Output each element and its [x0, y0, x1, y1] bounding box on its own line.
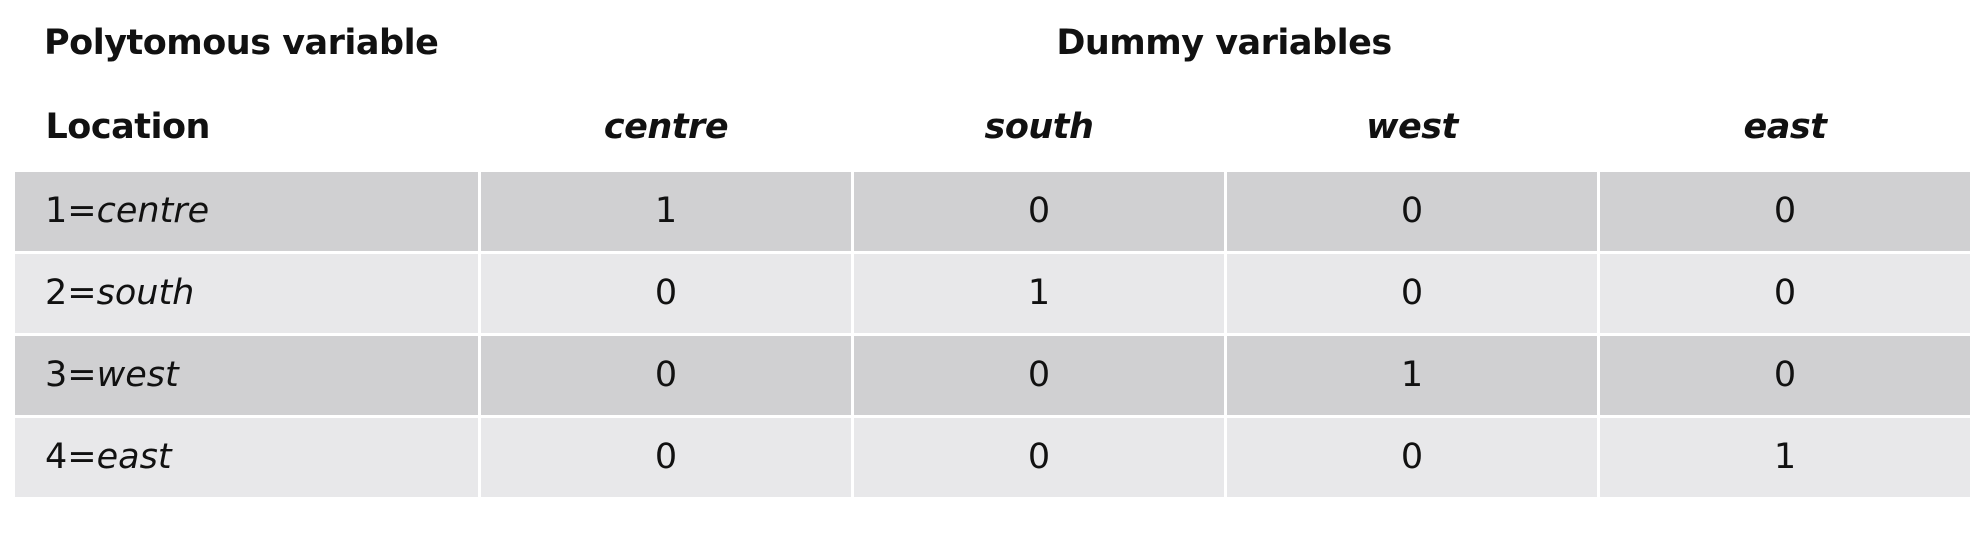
- row-label: 3=west: [12, 332, 481, 418]
- table-cell: 0: [1597, 250, 1973, 336]
- top-header: Polytomous variable Dummy variables: [12, 0, 1970, 86]
- dummy-header-south: south: [852, 86, 1226, 170]
- table-cell: 1: [1224, 332, 1600, 418]
- table-row: 3=west 0 0 1 0: [12, 332, 1973, 418]
- table-cell: 1: [1597, 414, 1973, 500]
- row-code: 1=: [45, 191, 97, 231]
- table-cell: 0: [1597, 332, 1973, 418]
- row-label: 2=south: [12, 250, 481, 336]
- column-header-row: Location centre south west east: [13, 86, 1972, 170]
- table-cell: 0: [851, 332, 1227, 418]
- row-name: west: [96, 355, 179, 395]
- table-cell: 0: [478, 414, 854, 500]
- dummy-header-west: west: [1225, 86, 1599, 170]
- table-cell: 0: [851, 414, 1227, 500]
- table-cell: 0: [478, 250, 854, 336]
- table-cell: 0: [1224, 168, 1600, 254]
- dummy-coding-table: Location centre south west east 1=centre…: [12, 86, 1973, 500]
- table-row: 2=south 0 1 0 0: [12, 250, 1973, 336]
- row-code: 3=: [45, 355, 97, 395]
- location-column-header: Location: [13, 86, 480, 170]
- table-row: 1=centre 1 0 0 0: [12, 168, 1973, 254]
- row-name: east: [96, 437, 172, 477]
- table-row: 4=east 0 0 0 1: [12, 414, 1973, 500]
- row-label: 1=centre: [12, 168, 481, 254]
- dummy-header-east: east: [1598, 86, 1972, 170]
- row-name: centre: [96, 191, 210, 231]
- row-label: 4=east: [12, 414, 481, 500]
- table-cell: 1: [478, 168, 854, 254]
- row-code: 2=: [45, 273, 97, 313]
- dummy-variables-heading: Dummy variables: [1056, 23, 1392, 63]
- table-cell: 0: [1224, 414, 1600, 500]
- table-cell: 0: [1597, 168, 1973, 254]
- table-cell: 0: [478, 332, 854, 418]
- row-name: south: [96, 273, 195, 313]
- table-cell: 0: [1224, 250, 1600, 336]
- polytomous-variable-heading: Polytomous variable: [44, 23, 439, 63]
- table-cell: 0: [851, 168, 1227, 254]
- table-cell: 1: [851, 250, 1227, 336]
- dummy-header-centre: centre: [479, 86, 853, 170]
- row-code: 4=: [45, 437, 97, 477]
